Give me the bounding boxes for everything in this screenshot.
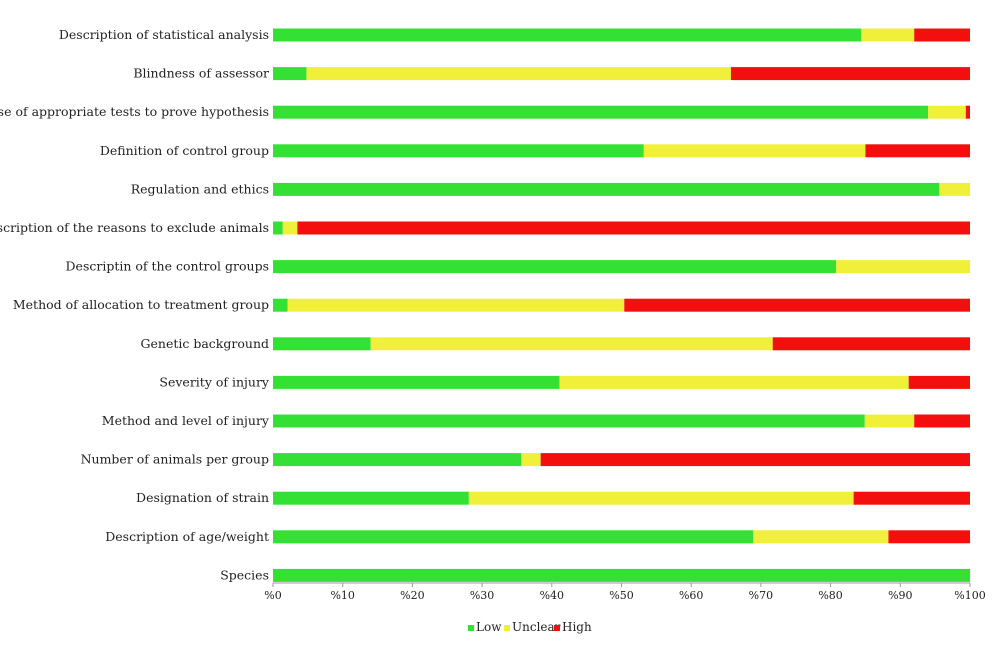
bar-unclear-description-of-the-reasons-to-exclude-animals	[282, 221, 298, 235]
bar-unclear-number-of-animals-per-group	[521, 453, 541, 467]
bar-low-method-of-allocation-to-treatment-group	[273, 298, 288, 312]
bar-unclear-designation-of-strain	[468, 491, 854, 505]
bar-high-severity-of-injury	[908, 375, 970, 389]
bar-low-method-and-level-of-injury	[273, 414, 865, 428]
legend-swatch-unclear	[504, 625, 510, 631]
x-tick-label: %50	[609, 589, 633, 602]
x-tick-label: %70	[749, 589, 773, 602]
bar-high-genetic-background	[772, 337, 970, 351]
category-label: Method and level of injury	[102, 413, 270, 428]
category-label: Severity of injury	[159, 374, 270, 389]
bar-low-genetic-background	[273, 337, 371, 351]
bar-high-designation-of-strain	[853, 491, 970, 505]
bar-unclear-genetic-background	[370, 337, 773, 351]
bar-high-description-of-statistical-analysis	[914, 28, 970, 42]
category-label: Definition of control group	[100, 143, 269, 158]
bar-unclear-regulation-and-ethics	[939, 182, 970, 196]
x-tick-label: %40	[540, 589, 564, 602]
category-labels: Description of statistical analysis Blind…	[0, 27, 270, 582]
bar-low-species	[273, 568, 970, 582]
bar-high-blindness-of-assessor	[730, 67, 970, 81]
category-label: Description of the reasons to exclude an…	[0, 220, 269, 235]
x-tick-label: %10	[330, 589, 354, 602]
bar-area	[273, 28, 970, 582]
bar-low-designation-of-strain	[273, 491, 469, 505]
category-label: Regulation and ethics	[131, 181, 269, 196]
legend-swatch-low	[468, 625, 474, 631]
category-label: Use of appropriate tests to prove hypoth…	[0, 104, 269, 119]
bar-unclear-method-of-allocation-to-treatment-group	[287, 298, 625, 312]
bar-high-description-of-the-reasons-to-exclude-animals	[297, 221, 970, 235]
legend-label-high: High	[562, 620, 592, 634]
x-tick-label: %80	[818, 589, 842, 602]
bar-high-definition-of-control-group	[865, 144, 970, 158]
bar-unclear-severity-of-injury	[559, 375, 909, 389]
x-tick-label: %100	[954, 589, 985, 602]
legend-label-low: Low	[476, 620, 502, 634]
bar-low-description-of-age-weight	[273, 530, 754, 544]
bar-low-use-of-appropriate-tests-to-prove-hypothesis	[273, 105, 929, 119]
category-label: Descriptin of the control groups	[66, 259, 269, 274]
bar-low-regulation-and-ethics	[273, 182, 940, 196]
bar-low-number-of-animals-per-group	[273, 453, 522, 467]
bar-low-blindness-of-assessor	[273, 67, 307, 81]
x-tick-label: %30	[470, 589, 494, 602]
category-label: Species	[220, 567, 269, 582]
bar-high-method-and-level-of-injury	[914, 414, 970, 428]
legend-label-unclear: Unclear	[512, 620, 561, 634]
x-axis: %0 %10 %20 %30 %40 %50 %60 %70 %80 %90 %100	[264, 582, 986, 602]
bar-unclear-description-of-age-weight	[753, 530, 889, 544]
category-label: Genetic background	[141, 336, 269, 351]
bar-unclear-use-of-appropriate-tests-to-prove-hypothesis	[928, 105, 966, 119]
x-tick-label: %0	[264, 589, 281, 602]
bar-high-number-of-animals-per-group	[540, 453, 970, 467]
legend: Low Unclear High	[468, 620, 592, 634]
bar-high-description-of-age-weight	[888, 530, 970, 544]
bar-unclear-method-and-level-of-injury	[864, 414, 915, 428]
x-tick-label: %60	[679, 589, 703, 602]
bar-unclear-definition-of-control-group	[643, 144, 866, 158]
x-tick-label: %20	[400, 589, 424, 602]
category-label: Description of age/weight	[105, 529, 269, 544]
bar-low-severity-of-injury	[273, 375, 560, 389]
bar-unclear-description-of-statistical-analysis	[861, 28, 915, 42]
category-label: Designation of strain	[136, 490, 269, 505]
bar-low-definition-of-control-group	[273, 144, 644, 158]
bar-unclear-blindness-of-assessor	[306, 67, 731, 81]
bar-low-description-of-the-reasons-to-exclude-animals	[273, 221, 283, 235]
bar-high-method-of-allocation-to-treatment-group	[624, 298, 970, 312]
bar-low-descriptin-of-the-control-groups	[273, 260, 837, 274]
category-label: Blindness of assessor	[133, 66, 269, 81]
category-label: Method of allocation to treatment group	[13, 297, 269, 312]
legend-swatch-high	[554, 625, 560, 631]
bar-unclear-descriptin-of-the-control-groups	[836, 260, 970, 274]
bar-high-use-of-appropriate-tests-to-prove-hypothesis	[965, 105, 970, 119]
x-tick-label: %90	[888, 589, 912, 602]
bar-low-description-of-statistical-analysis	[273, 28, 862, 42]
category-label: Number of animals per group	[81, 452, 269, 467]
category-label: Description of statistical analysis	[59, 27, 269, 42]
